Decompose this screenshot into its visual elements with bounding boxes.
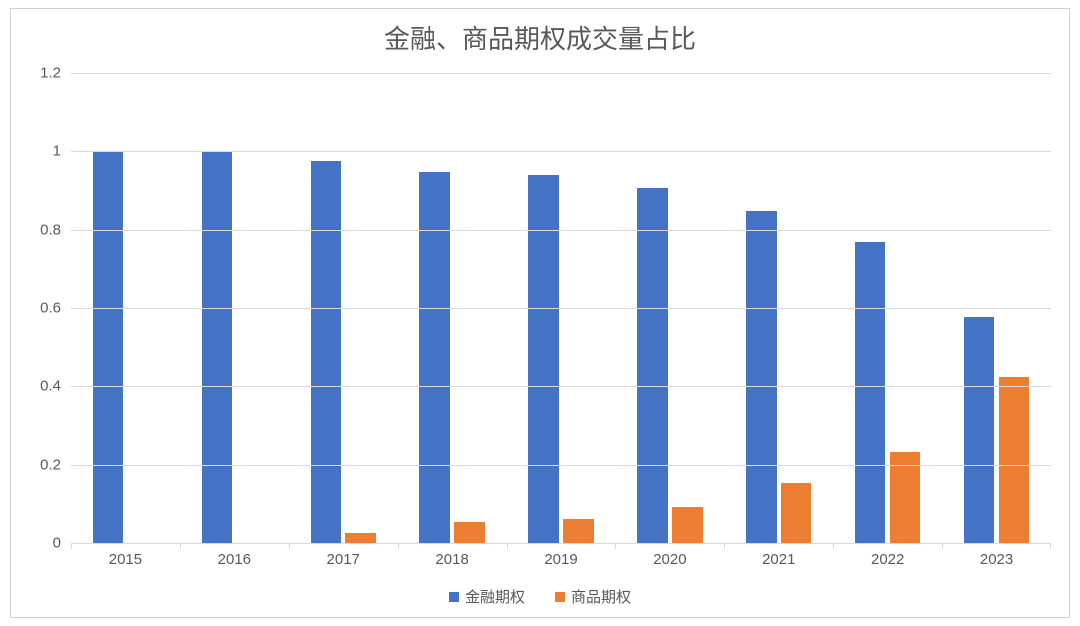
y-axis-label: 0.6 [31,300,71,317]
x-axis-label: 2022 [871,543,904,568]
chart-title: 金融、商品期权成交量占比 [11,9,1069,56]
bar [781,483,811,543]
y-axis-label: 0.2 [31,456,71,473]
bar [93,151,123,543]
gridline [71,308,1051,309]
bar [345,533,375,543]
bar [746,211,776,543]
plot-area: 201520162017201820192020202120222023 00.… [71,73,1051,543]
bar [202,151,232,543]
x-axis-label: 2020 [653,543,686,568]
legend-label: 金融期权 [465,586,525,607]
legend-swatch [449,592,459,602]
gridline [71,465,1051,466]
y-axis-label: 0.8 [31,221,71,238]
x-axis-label: 2015 [109,543,142,568]
bar [890,452,920,543]
gridline [71,73,1051,74]
legend: 金融期权 商品期权 [11,586,1069,607]
y-axis-label: 1.2 [31,65,71,82]
bar [563,519,593,543]
gridline [71,386,1051,387]
x-axis-label: 2021 [762,543,795,568]
bar [637,188,667,543]
x-axis-label: 2018 [435,543,468,568]
gridline [71,230,1051,231]
x-axis-label: 2017 [327,543,360,568]
bar [999,377,1029,543]
x-axis-label: 2023 [980,543,1013,568]
bar [419,172,449,543]
y-axis-label: 0 [31,535,71,552]
gridline [71,543,1051,544]
legend-swatch [555,592,565,602]
bar [855,242,885,543]
bar [964,317,994,543]
y-axis-label: 0.4 [31,378,71,395]
bar [454,522,484,543]
bar [311,161,341,543]
chart-container: 金融、商品期权成交量占比 201520162017201820192020202… [10,8,1070,618]
legend-label: 商品期权 [571,586,631,607]
y-axis-label: 1 [31,143,71,160]
x-axis-label: 2019 [544,543,577,568]
legend-item: 金融期权 [449,586,525,607]
x-axis-label: 2016 [218,543,251,568]
bar [672,507,702,543]
legend-item: 商品期权 [555,586,631,607]
gridline [71,151,1051,152]
